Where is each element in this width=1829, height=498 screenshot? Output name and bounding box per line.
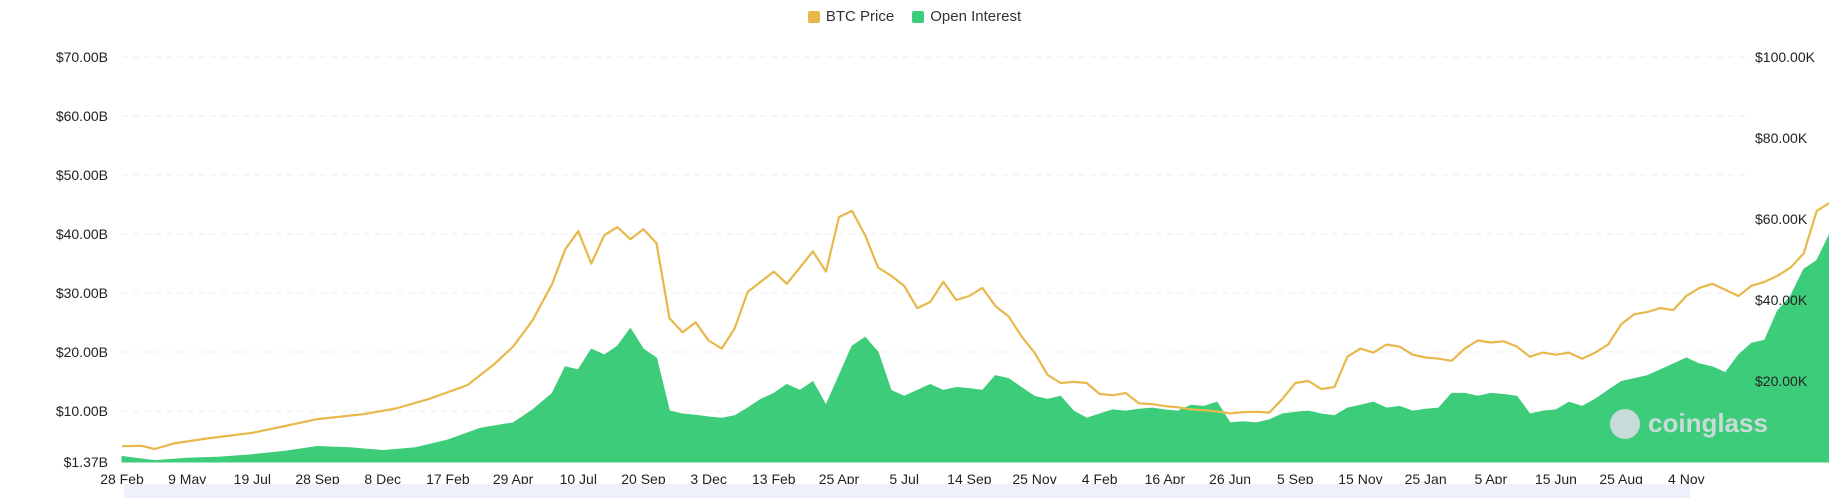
legend-swatch-btc-price <box>807 10 820 23</box>
watermark: coinglass <box>1610 408 1768 439</box>
x-axis-label-9: 3 Dec <box>690 471 727 487</box>
x-axis-label-11: 25 Apr <box>819 471 860 487</box>
x-axis-label-10: 13 Feb <box>752 471 796 487</box>
left-axis-label-7: $1.37B <box>64 454 108 470</box>
x-axis-label-18: 5 Sep <box>1277 471 1314 487</box>
right-axis-label-2: $60.00K <box>1755 211 1808 227</box>
left-axis-label-0: $70.00B <box>56 49 108 65</box>
x-axis-label-24: 4 Nov <box>1668 471 1705 487</box>
x-axis-label-5: 17 Feb <box>426 471 470 487</box>
grid-lines <box>122 56 1745 412</box>
right-axis-tick-labels: $100.00K $80.00K $60.00K $40.00K $20.00K <box>1755 49 1816 389</box>
x-axis-label-21: 5 Apr <box>1474 471 1507 487</box>
x-axis-label-17: 26 Jun <box>1209 471 1251 487</box>
left-axis-tick-labels: $70.00B $60.00B $50.00B $40.00B $30.00B $20.0… <box>56 49 108 470</box>
chart-legend: BTC Price Open Interest <box>0 8 1829 25</box>
x-axis-label-20: 25 Jan <box>1405 471 1447 487</box>
x-axis-label-4: 8 Dec <box>364 471 401 487</box>
x-axis-label-22: 15 Jun <box>1535 471 1577 487</box>
x-axis-label-14: 25 Nov <box>1012 471 1056 487</box>
right-axis-label-4: $20.00K <box>1755 373 1808 389</box>
btc-price-line-layer <box>121 201 1829 451</box>
right-axis-label-0: $100.00K <box>1755 49 1816 65</box>
x-axis-label-2: 19 Jul <box>234 471 271 487</box>
legend-label-open-interest: Open Interest <box>930 8 1022 25</box>
open-interest-area <box>121 234 1829 463</box>
x-axis-label-12: 5 Jul <box>889 471 919 487</box>
x-axis-label-13: 14 Sep <box>947 471 992 487</box>
left-axis-label-5: $20.00B <box>56 344 108 360</box>
left-axis-label-1: $60.00B <box>56 108 108 124</box>
x-axis-tick-labels: 28 Feb 9 May 19 Jul 28 Sep 8 Dec 17 Feb 29 Apr… <box>100 471 1704 487</box>
left-axis-label-6: $10.00B <box>56 403 108 419</box>
left-axis-label-2: $50.00B <box>56 167 108 183</box>
right-axis-label-3: $40.00K <box>1755 292 1808 308</box>
x-axis-label-1: 9 May <box>168 471 206 487</box>
range-scrollbar[interactable] <box>124 484 1690 498</box>
x-axis-label-0: 28 Feb <box>100 471 144 487</box>
right-axis-label-1: $80.00K <box>1755 130 1808 146</box>
x-axis-label-3: 28 Sep <box>295 471 340 487</box>
x-axis-label-19: 15 Nov <box>1338 471 1382 487</box>
legend-label-btc-price: BTC Price <box>825 8 895 25</box>
watermark-text: coinglass <box>1648 408 1768 438</box>
legend-swatch-open-interest <box>912 10 925 23</box>
left-axis-label-4: $30.00B <box>56 285 108 301</box>
x-axis-label-7: 10 Jul <box>560 471 597 487</box>
legend-item-btc-price[interactable]: BTC Price <box>807 8 895 25</box>
open-interest-area-layer <box>121 234 1829 463</box>
btc-price-line <box>121 201 1829 451</box>
x-axis-label-16: 16 Apr <box>1145 471 1186 487</box>
coinglass-logo-icon <box>1610 408 1640 439</box>
x-axis-label-23: 25 Aug <box>1599 471 1643 487</box>
legend-item-open-interest[interactable]: Open Interest <box>912 8 1021 25</box>
x-axis-label-15: 4 Feb <box>1082 471 1118 487</box>
x-axis-label-8: 20 Sep <box>621 471 666 487</box>
x-axis-label-6: 29 Apr <box>493 471 534 487</box>
left-axis-label-3: $40.00B <box>56 226 108 242</box>
